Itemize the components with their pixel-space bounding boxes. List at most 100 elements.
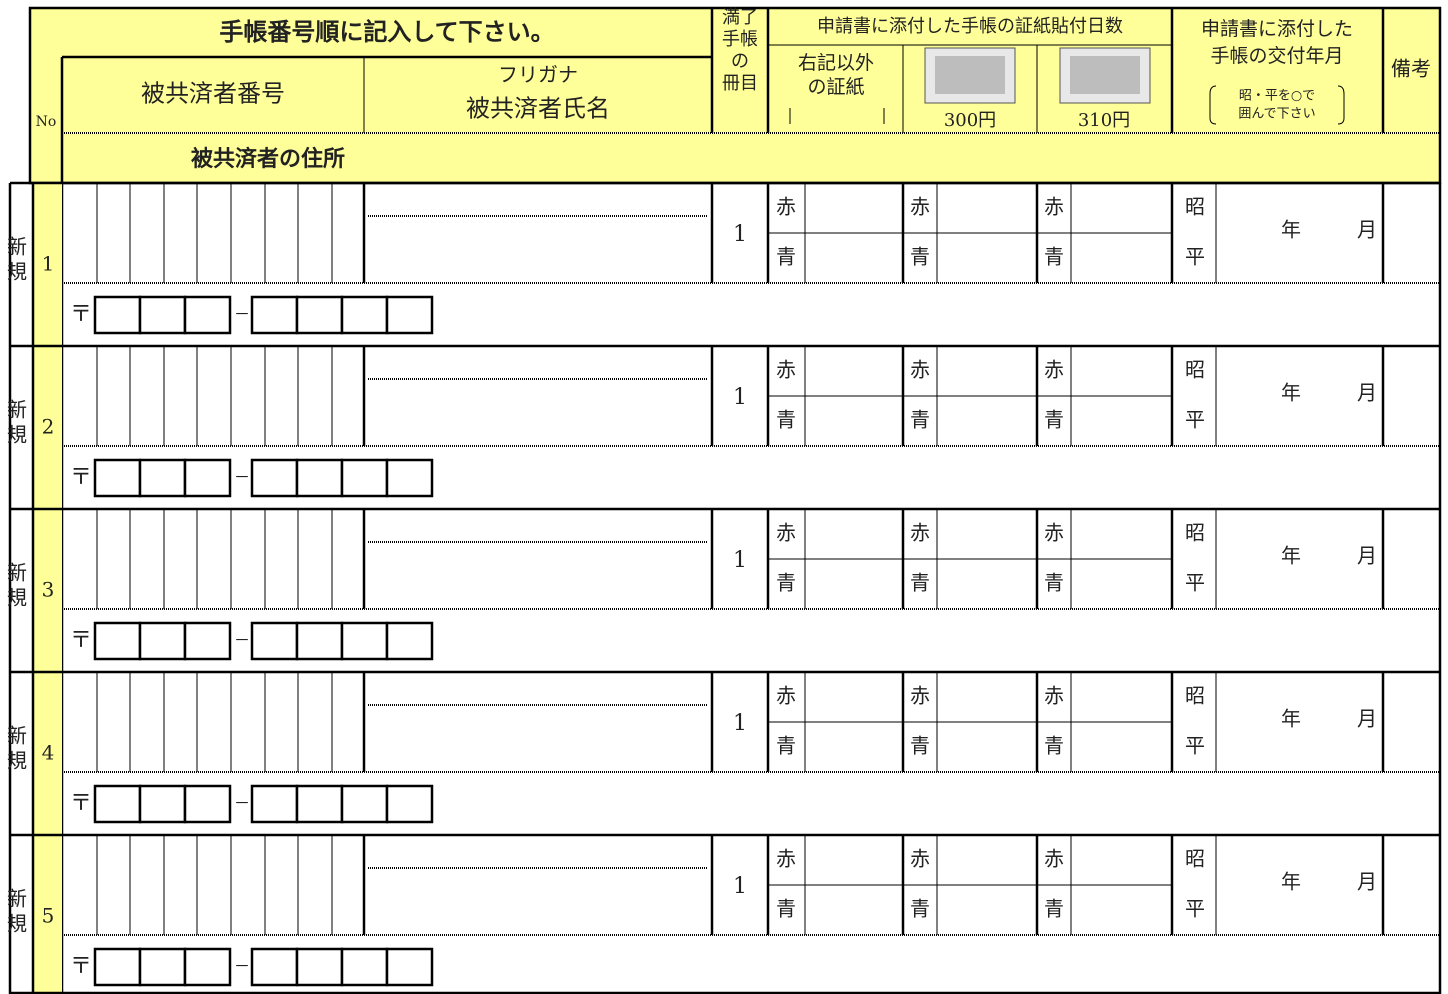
postal-box — [250, 458, 299, 498]
label: 赤 — [910, 847, 930, 871]
label: 赤 — [776, 684, 796, 708]
label: 赤 — [1044, 684, 1064, 708]
postal-box — [250, 947, 299, 987]
row-no-bg — [33, 509, 62, 672]
row-no-bg — [33, 672, 62, 835]
label: 赤 — [910, 521, 930, 545]
postal-box — [93, 621, 142, 661]
label: － — [234, 631, 250, 650]
label: 平 — [1185, 408, 1205, 432]
label: 赤 — [776, 358, 796, 382]
label: 青 — [776, 897, 796, 921]
label: 1 — [733, 711, 747, 736]
label: 〒 — [70, 791, 92, 816]
postal-box — [138, 621, 187, 661]
label: 月 — [1357, 544, 1377, 568]
label: 〒 — [70, 954, 92, 979]
label: 〒 — [70, 628, 92, 653]
label: － — [234, 794, 250, 813]
label: 規 — [7, 260, 27, 284]
label: 昭 — [1185, 358, 1205, 382]
label: 申請書に添付した手帳の証紙貼付日数 — [817, 16, 1123, 37]
postal-box — [138, 947, 187, 987]
label: 青 — [776, 571, 796, 595]
stamp-image-inner — [1070, 56, 1140, 94]
label: 満了 — [722, 7, 758, 28]
postal-box — [138, 784, 187, 824]
label: 年 — [1281, 707, 1301, 731]
label: 赤 — [1044, 847, 1064, 871]
postal-box — [295, 784, 344, 824]
label: 青 — [1044, 408, 1064, 432]
label: 新 — [7, 398, 27, 422]
label: 平 — [1185, 734, 1205, 758]
label: 赤 — [776, 847, 796, 871]
label: 被共済者の住所 — [191, 146, 345, 172]
label: 手帳の交付年月 — [1210, 45, 1343, 67]
label: 青 — [776, 408, 796, 432]
label: 青 — [910, 408, 930, 432]
label: の — [731, 51, 749, 72]
label: 月 — [1357, 707, 1377, 731]
postal-box — [295, 947, 344, 987]
row-no-bg — [33, 346, 62, 509]
postal-box — [183, 621, 232, 661]
label: 右記以外 — [798, 52, 874, 74]
label: 被共済者番号 — [141, 80, 285, 108]
postal-box — [183, 784, 232, 824]
label: 青 — [1044, 734, 1064, 758]
postal-box — [183, 295, 232, 335]
postal-box — [385, 784, 434, 824]
label: 昭 — [1185, 521, 1205, 545]
label: 青 — [910, 245, 930, 269]
label: 5 — [42, 904, 55, 928]
label: 赤 — [1044, 521, 1064, 545]
label: 1 — [733, 874, 747, 899]
label: 年 — [1281, 218, 1301, 242]
label: 青 — [910, 734, 930, 758]
label: 赤 — [910, 358, 930, 382]
postal-box — [340, 784, 389, 824]
postal-box — [385, 947, 434, 987]
label: 赤 — [1044, 358, 1064, 382]
label: 新 — [7, 724, 27, 748]
label: 申請書に添付した — [1201, 18, 1353, 40]
label: 赤 — [910, 195, 930, 219]
row-no-bg — [33, 183, 62, 346]
label: フリガナ — [498, 63, 578, 87]
postal-box — [138, 295, 187, 335]
label: 1 — [733, 548, 747, 573]
label: 〒 — [70, 465, 92, 490]
label: 新 — [7, 561, 27, 585]
header-bg — [30, 8, 1440, 183]
postal-box — [138, 458, 187, 498]
label: 手帳番号順に記入して下さい。 — [219, 18, 554, 46]
postal-box — [295, 621, 344, 661]
postal-box — [93, 295, 142, 335]
postal-box — [340, 458, 389, 498]
postal-box — [250, 295, 299, 335]
label: の証紙 — [807, 76, 864, 98]
label: 青 — [1044, 897, 1064, 921]
label: 月 — [1357, 870, 1377, 894]
label: 備考 — [1391, 57, 1431, 81]
label: 昭 — [1185, 195, 1205, 219]
label: 310円 — [1078, 110, 1130, 131]
label: No — [36, 114, 57, 130]
label: 青 — [910, 897, 930, 921]
label: 新 — [7, 235, 27, 259]
label: 月 — [1357, 218, 1377, 242]
label: 規 — [7, 586, 27, 610]
label: 年 — [1281, 544, 1301, 568]
label: 3 — [42, 578, 55, 602]
postal-box — [93, 458, 142, 498]
label: － — [234, 305, 250, 324]
label: 昭・平を○で — [1239, 89, 1315, 104]
label: － — [234, 957, 250, 976]
label: 平 — [1185, 571, 1205, 595]
label: 赤 — [1044, 195, 1064, 219]
label: 赤 — [776, 195, 796, 219]
label: 青 — [1044, 245, 1064, 269]
